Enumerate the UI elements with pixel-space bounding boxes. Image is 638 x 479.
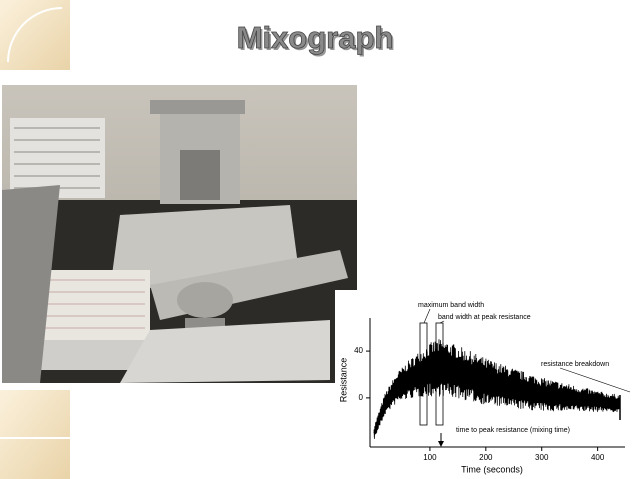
band-box — [435, 322, 444, 426]
band-box — [419, 322, 428, 426]
corner-decoration — [0, 0, 70, 479]
x-tick-label: 100 — [423, 453, 437, 462]
title-shadow: Mixograph — [239, 22, 396, 57]
x-tick-label: 300 — [535, 453, 549, 462]
mixing-time-arrowhead — [438, 441, 444, 447]
annotation-leader — [439, 320, 445, 324]
annotation: band width at peak resistance — [438, 314, 531, 321]
x-axis-label: Time (seconds) — [461, 464, 523, 474]
trace-centre — [373, 366, 621, 434]
y-tick-label: 0 — [359, 393, 364, 402]
title: Mixograph — [237, 20, 394, 55]
x-tick-label: 200 — [479, 453, 493, 462]
y-axis-label: Resistance — [338, 358, 348, 403]
annotation-leader — [559, 367, 631, 393]
machine-photo — [2, 85, 357, 383]
annotation: maximum band width — [418, 302, 484, 309]
annotation-leader — [423, 308, 431, 324]
trace-band — [373, 339, 621, 439]
annotation: resistance breakdown — [541, 361, 609, 368]
y-tick-label: 40 — [354, 346, 363, 355]
annotation: time to peak resistance (mixing time) — [456, 427, 570, 434]
x-tick-label: 400 — [591, 453, 605, 462]
